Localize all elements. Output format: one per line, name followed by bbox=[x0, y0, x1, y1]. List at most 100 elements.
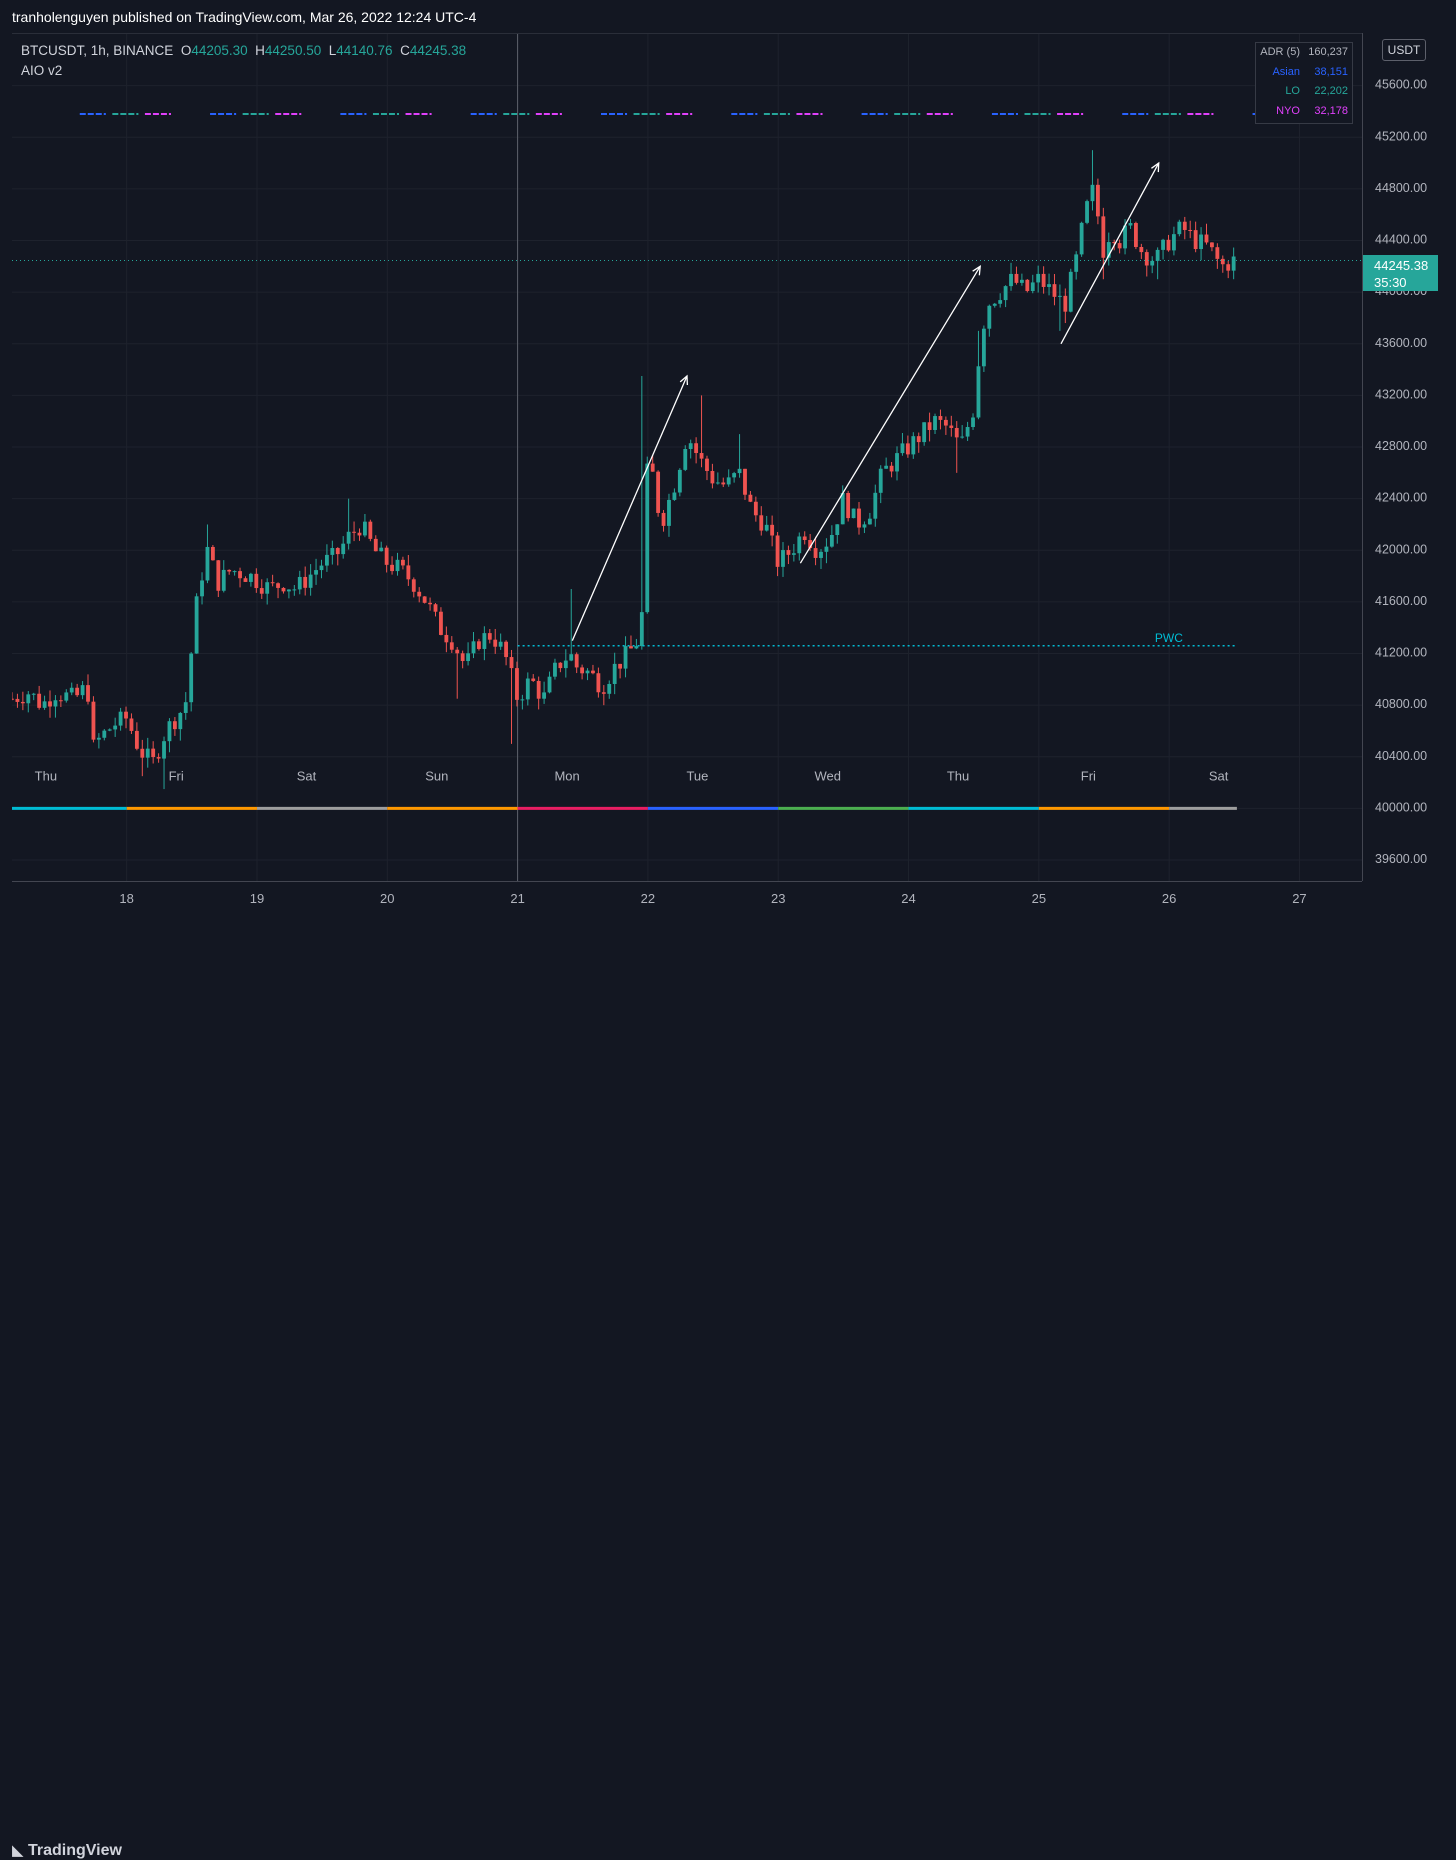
candle-body bbox=[42, 701, 47, 708]
candle-body bbox=[102, 730, 107, 738]
candle-body bbox=[276, 583, 280, 588]
candle-body bbox=[1161, 239, 1165, 250]
price-tick-label: 44800.00 bbox=[1375, 181, 1427, 195]
candle-body bbox=[1030, 282, 1035, 291]
time-axis-ticks: 18 19 20 21 22 23 24 25 26 27 bbox=[119, 891, 1306, 906]
candle-body bbox=[1101, 216, 1106, 258]
candle-body bbox=[107, 729, 112, 731]
candle-body bbox=[1009, 273, 1013, 287]
candle-body bbox=[259, 588, 264, 594]
candle-body bbox=[943, 419, 948, 426]
candle-body bbox=[183, 702, 188, 713]
day-label: Sat bbox=[297, 769, 317, 784]
publish-bar: tranholenguyen published on TradingView.… bbox=[0, 0, 1456, 34]
symbol-row[interactable]: BTCUSDT, 1h, BINANCE O44205.30 H44250.50… bbox=[21, 41, 466, 61]
candle-body bbox=[857, 508, 861, 528]
candle-body bbox=[1068, 271, 1073, 312]
candle-body bbox=[933, 416, 937, 430]
candle-body bbox=[346, 531, 351, 544]
candle-body bbox=[1025, 279, 1030, 291]
candle-body bbox=[254, 573, 259, 589]
candle-body bbox=[145, 748, 150, 758]
tradingview-logo[interactable]: ◣ TradingView bbox=[12, 1841, 122, 1860]
candle-body bbox=[905, 443, 910, 455]
candle-body bbox=[303, 576, 308, 588]
candle-body bbox=[764, 524, 769, 531]
session-value: 38,151 bbox=[1314, 65, 1348, 78]
candle-body bbox=[553, 662, 557, 677]
candle-body bbox=[705, 458, 709, 471]
high-value: 44250.50 bbox=[264, 43, 322, 58]
candle-body bbox=[971, 417, 975, 428]
candle-body bbox=[911, 436, 916, 455]
candle-body bbox=[1063, 295, 1068, 312]
candle-body bbox=[401, 559, 405, 566]
candle-body bbox=[417, 591, 422, 597]
candle-body bbox=[726, 477, 731, 485]
candle-body bbox=[960, 436, 965, 438]
candle-body bbox=[134, 730, 139, 749]
price-tick-label: 43200.00 bbox=[1375, 387, 1427, 401]
candle-body bbox=[699, 453, 704, 459]
date-tick-label: 20 bbox=[380, 891, 394, 906]
candle-body bbox=[1193, 230, 1198, 250]
candle-body bbox=[64, 692, 69, 701]
candle-body bbox=[770, 524, 775, 536]
session-range-table: ADR (5) 160,237 Asian 38,151 LO 22,202 N… bbox=[1255, 42, 1353, 124]
candle-body bbox=[1079, 222, 1084, 255]
candle-body bbox=[156, 757, 161, 759]
day-label: Fri bbox=[1081, 769, 1096, 784]
candle-body bbox=[15, 698, 20, 702]
date-tick-label: 27 bbox=[1292, 891, 1306, 906]
candle-body bbox=[37, 693, 42, 708]
candle-body bbox=[395, 559, 400, 572]
open-label: O bbox=[180, 43, 192, 58]
candle-body bbox=[1133, 223, 1138, 247]
candle-body bbox=[884, 465, 889, 469]
candle-body bbox=[1106, 242, 1111, 258]
candle-body bbox=[1036, 273, 1041, 283]
candle-body bbox=[515, 668, 519, 700]
candle-body bbox=[618, 663, 623, 669]
candle-body bbox=[873, 492, 878, 519]
session-label: Asian bbox=[1272, 65, 1300, 78]
candle-body bbox=[330, 548, 335, 555]
candle-body bbox=[1166, 239, 1171, 251]
price-tick-label: 41600.00 bbox=[1375, 594, 1427, 608]
candle-body bbox=[238, 571, 242, 579]
trend-arrow-line bbox=[1060, 162, 1160, 345]
currency-badge[interactable]: USDT bbox=[1382, 39, 1426, 61]
indicator-row[interactable]: AIO v2 bbox=[21, 61, 466, 81]
candle-body bbox=[411, 579, 416, 592]
price-tick-label: 42800.00 bbox=[1375, 439, 1427, 453]
candle-body bbox=[1182, 221, 1187, 230]
candle-body bbox=[292, 589, 297, 591]
candle-body bbox=[373, 538, 378, 552]
candle-body bbox=[1204, 234, 1209, 243]
candle-body bbox=[31, 693, 36, 695]
footer: ◣ TradingView bbox=[0, 916, 1456, 1859]
candle-body bbox=[26, 694, 31, 704]
candle-body bbox=[949, 425, 954, 428]
candle-body bbox=[1188, 229, 1193, 231]
candle-body bbox=[308, 574, 313, 588]
price-axis[interactable]: 39600.00 40000.00 40400.00 40800.00 41200.00… bbox=[1362, 33, 1456, 881]
candle-body bbox=[216, 560, 221, 591]
candle-body bbox=[205, 546, 210, 581]
price-chart[interactable]: PWC Thu Fri Sat Sun Mon Tue Wed Thu Fri Sat bbox=[10, 34, 1362, 882]
date-tick-label: 21 bbox=[510, 891, 524, 906]
chart-area[interactable]: PWC Thu Fri Sat Sun Mon Tue Wed Thu Fri Sat bbox=[10, 33, 1362, 882]
candle-body bbox=[987, 305, 992, 329]
time-axis[interactable]: 18 19 20 21 22 23 24 25 26 27 bbox=[12, 881, 1362, 916]
candle-body bbox=[895, 453, 899, 472]
day-label: Mon bbox=[554, 769, 579, 784]
candle-body bbox=[227, 569, 232, 572]
symbol-legend[interactable]: BTCUSDT, 1h, BINANCE O44205.30 H44250.50… bbox=[21, 41, 466, 81]
candle-body bbox=[482, 633, 487, 649]
candle-body bbox=[623, 646, 628, 669]
candle-body bbox=[1155, 249, 1160, 261]
candle-body bbox=[498, 641, 503, 647]
candle-body bbox=[1041, 273, 1046, 287]
session-row-adr: ADR (5) 160,237 bbox=[1256, 43, 1352, 63]
candle-body bbox=[667, 499, 671, 526]
